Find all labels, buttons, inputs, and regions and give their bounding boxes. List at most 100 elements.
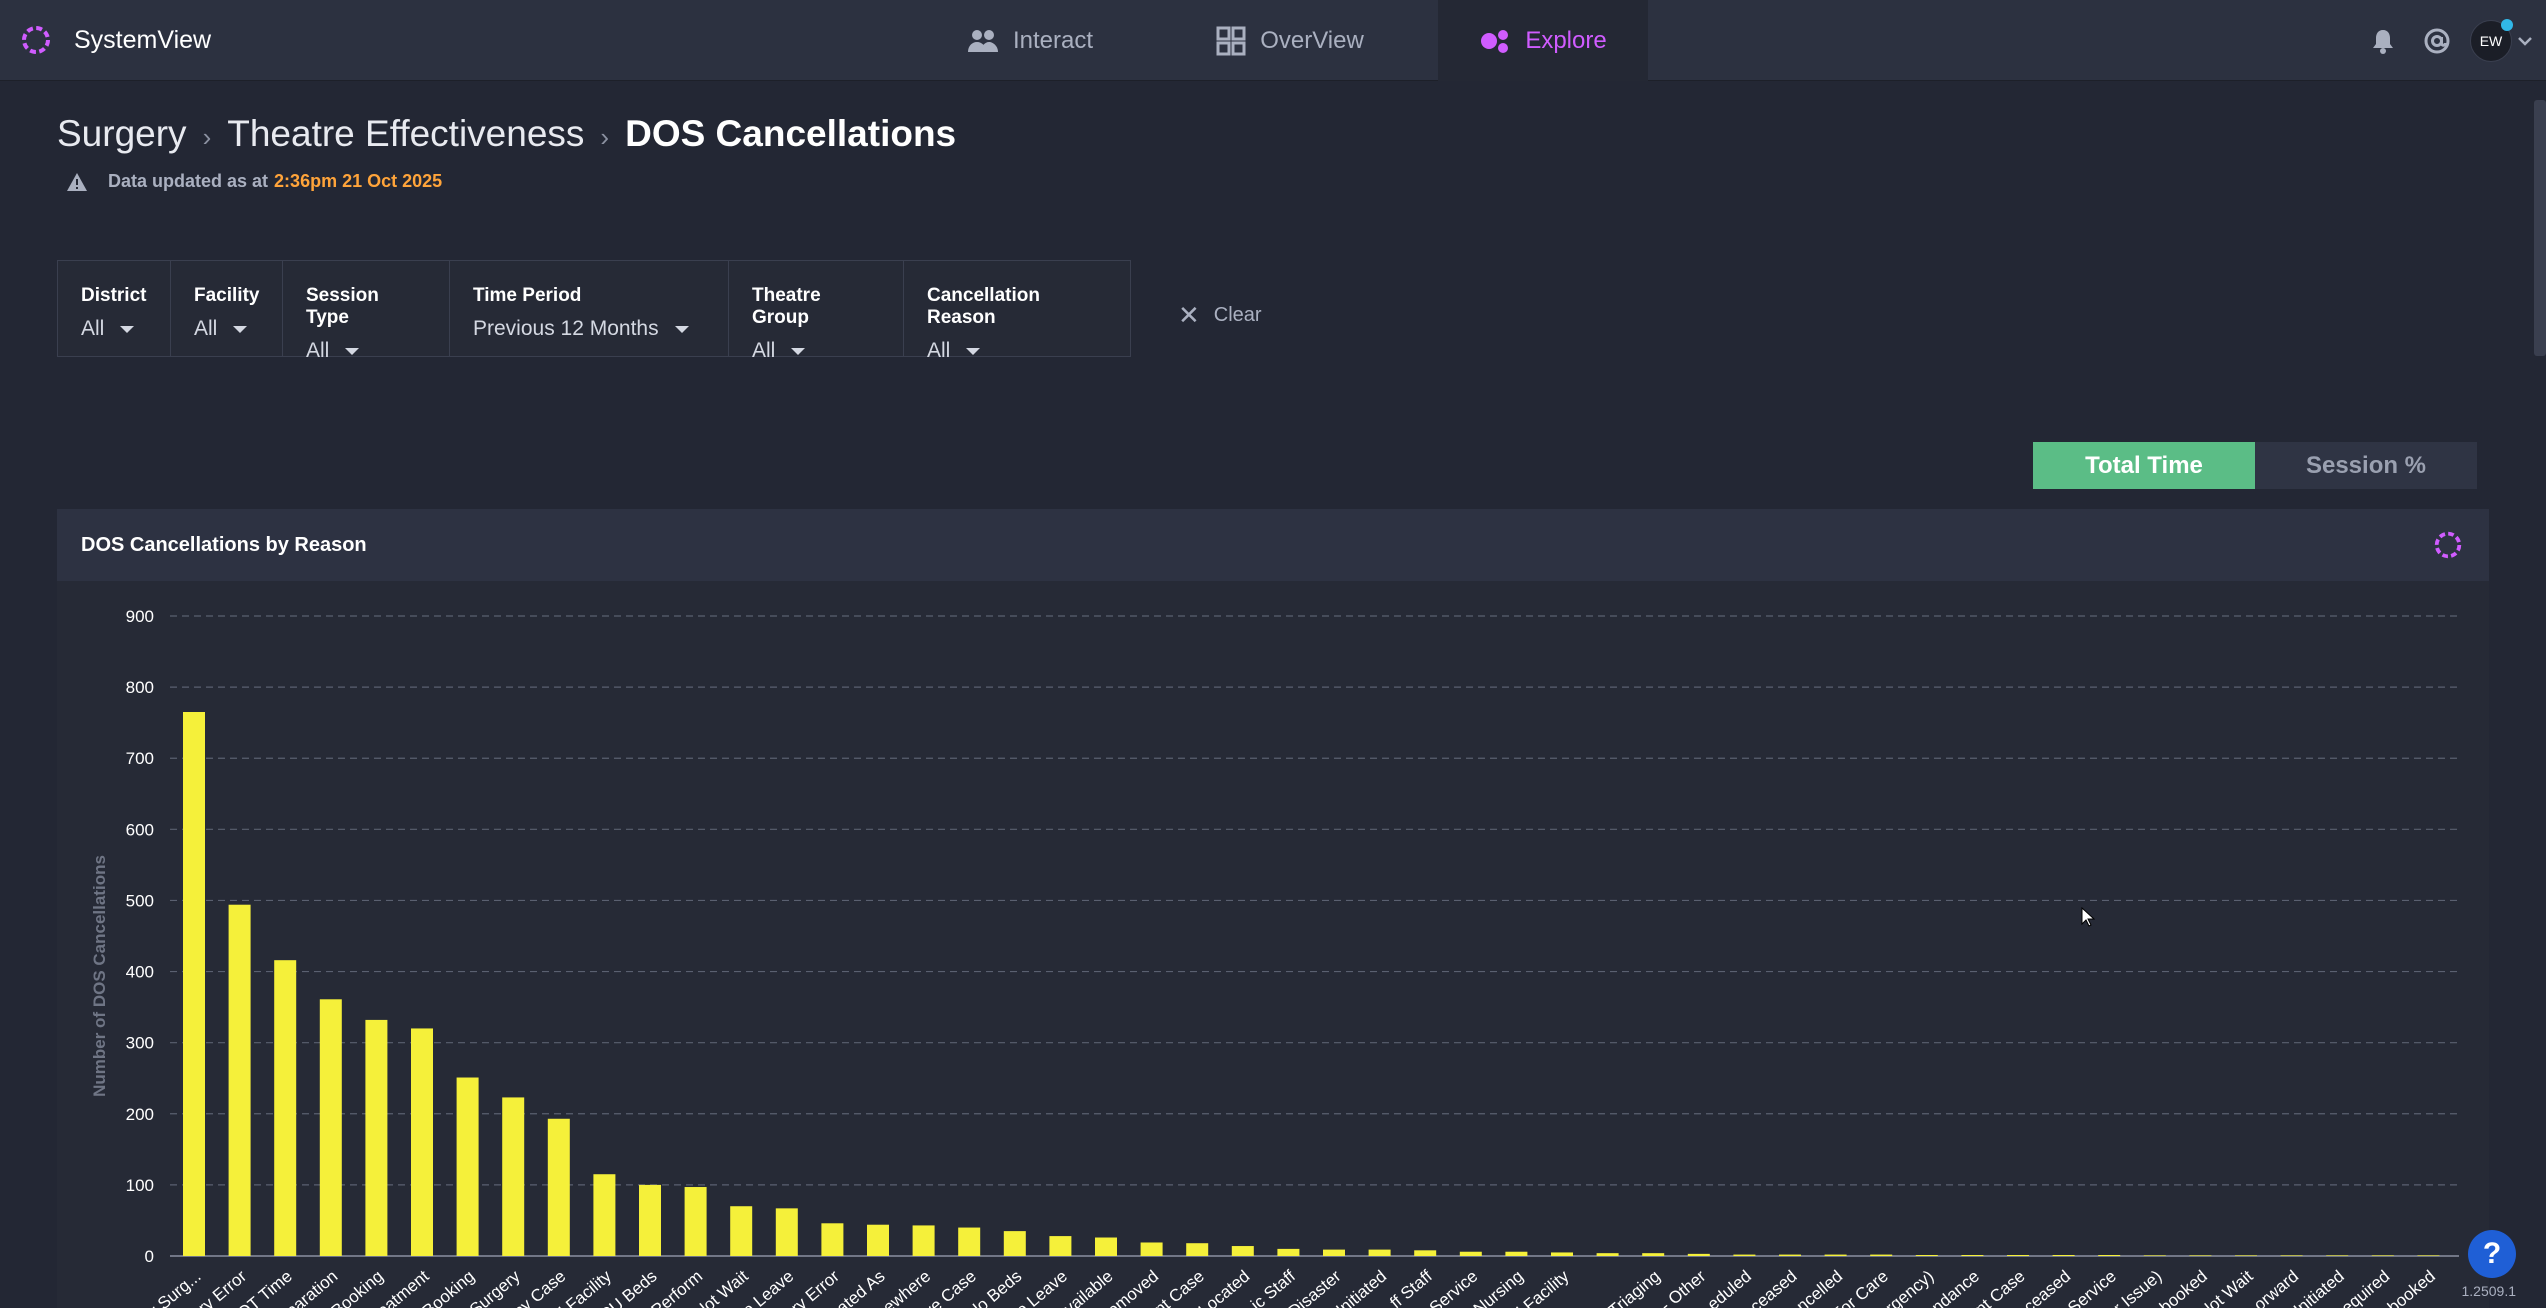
bar bbox=[1323, 1249, 1345, 1256]
bar bbox=[2417, 1255, 2440, 1256]
filter-label: Facility bbox=[194, 285, 260, 306]
y-tick-label: 200 bbox=[126, 1105, 154, 1124]
updated-timestamp: 2:36pm 21 Oct 2025 bbox=[274, 171, 443, 191]
filter-cancellation-reason[interactable]: Cancellation Reason All bbox=[904, 261, 1130, 362]
chevron-down-icon bbox=[2518, 36, 2532, 46]
data-updated-notice: Data updated as at 2:36pm 21 Oct 2025 bbox=[66, 171, 442, 192]
y-tick-label: 800 bbox=[126, 678, 154, 697]
bar bbox=[593, 1174, 616, 1256]
nav-right-actions: EW bbox=[2356, 0, 2546, 81]
bar bbox=[821, 1223, 844, 1256]
bar bbox=[2371, 1255, 2394, 1256]
bar bbox=[1049, 1236, 1072, 1256]
bar bbox=[2052, 1255, 2075, 1256]
bar bbox=[547, 1118, 570, 1256]
bar bbox=[2143, 1255, 2166, 1256]
breadcrumb-surgery[interactable]: Surgery bbox=[57, 113, 187, 154]
notifications-button[interactable] bbox=[2356, 0, 2410, 81]
y-tick-label: 600 bbox=[126, 820, 154, 839]
bar bbox=[1459, 1251, 1482, 1256]
bar bbox=[1870, 1254, 1893, 1256]
filter-session-type[interactable]: Session Type All bbox=[283, 261, 450, 362]
y-tick-label: 300 bbox=[126, 1034, 154, 1053]
explore-icon bbox=[1481, 29, 1509, 53]
x-tick-label: Triaging bbox=[1605, 1267, 1664, 1308]
clear-label: Clear bbox=[1213, 304, 1262, 326]
filter-theatre-group[interactable]: Theatre Group All bbox=[729, 261, 904, 362]
filter-district[interactable]: District All bbox=[58, 261, 171, 356]
y-tick-label: 0 bbox=[145, 1247, 154, 1266]
bar bbox=[365, 1019, 388, 1256]
y-tick-label: 700 bbox=[126, 749, 154, 768]
bar bbox=[2280, 1255, 2303, 1256]
nav-tab-label: Explore bbox=[1525, 26, 1607, 54]
y-tick-label: 400 bbox=[126, 963, 154, 982]
bar bbox=[1505, 1251, 1528, 1256]
bar bbox=[1003, 1231, 1026, 1256]
total-time-toggle[interactable]: Total Time bbox=[2033, 442, 2255, 489]
bar bbox=[456, 1077, 479, 1256]
nav-tab-explore[interactable]: Explore bbox=[1438, 0, 1648, 81]
bar bbox=[912, 1225, 935, 1256]
grid-icon bbox=[1216, 26, 1246, 55]
bar bbox=[1642, 1253, 1665, 1256]
at-sign-icon bbox=[2424, 28, 2450, 53]
breadcrumb-theatre-effectiveness[interactable]: Theatre Effectiveness bbox=[227, 113, 585, 154]
filter-value: Previous 12 Months bbox=[473, 317, 659, 340]
bar bbox=[1824, 1254, 1847, 1256]
bar bbox=[1915, 1255, 1938, 1256]
filter-value: All bbox=[194, 317, 218, 340]
clear-filters-button[interactable]: ✕ Clear bbox=[1178, 300, 1262, 331]
filter-facility[interactable]: Facility All bbox=[171, 261, 283, 356]
mouse-cursor-icon bbox=[2081, 907, 2095, 927]
bar bbox=[1140, 1242, 1163, 1256]
y-tick-label: 500 bbox=[126, 891, 154, 910]
warning-icon bbox=[67, 172, 87, 191]
filter-time-period[interactable]: Time Period Previous 12 Months bbox=[450, 261, 729, 356]
bar bbox=[183, 712, 205, 1256]
filter-value: All bbox=[81, 317, 105, 340]
bar bbox=[1779, 1254, 1801, 1256]
session-percent-toggle[interactable]: Session % bbox=[2255, 442, 2477, 489]
caret-down-icon bbox=[966, 347, 981, 355]
user-menu[interactable]: EW bbox=[2464, 0, 2546, 81]
bar bbox=[958, 1227, 981, 1256]
app-title: SystemView bbox=[74, 25, 212, 54]
x-tick-label: lot Wait bbox=[2201, 1266, 2256, 1308]
nav-tab-interact[interactable]: Interact bbox=[930, 0, 1130, 81]
bar bbox=[1368, 1249, 1391, 1256]
bar bbox=[1095, 1237, 1117, 1256]
people-icon bbox=[967, 29, 998, 52]
avatar: EW bbox=[2470, 18, 2513, 62]
bar bbox=[1733, 1254, 1756, 1256]
help-button[interactable]: ? bbox=[2468, 1230, 2516, 1278]
avatar-initials: EW bbox=[2479, 32, 2503, 49]
brand[interactable]: SystemView bbox=[18, 22, 211, 58]
filter-value: All bbox=[306, 339, 330, 362]
filter-label: District bbox=[81, 285, 147, 306]
bar bbox=[1231, 1246, 1254, 1256]
caret-down-icon bbox=[233, 325, 248, 333]
y-axis-title: Number of DOS Cancellations bbox=[90, 855, 109, 1097]
app-version: 1.2509.1 bbox=[2461, 1283, 2517, 1299]
bar bbox=[502, 1097, 525, 1256]
caret-down-icon bbox=[120, 325, 135, 333]
bar bbox=[2235, 1255, 2257, 1256]
filter-label: Session Type bbox=[306, 285, 379, 328]
breadcrumb: Surgery › Theatre Effectiveness › DOS Ca… bbox=[57, 113, 956, 155]
page-scrollbar[interactable] bbox=[2534, 100, 2546, 356]
bar bbox=[1687, 1253, 1710, 1256]
close-icon: ✕ bbox=[1178, 300, 1200, 330]
bar bbox=[319, 999, 342, 1256]
nav-tab-overview[interactable]: OverView bbox=[1190, 0, 1390, 81]
chevron-right-icon: › bbox=[202, 122, 212, 152]
chart-panel-header: DOS Cancellations by Reason bbox=[57, 509, 2489, 581]
bar bbox=[867, 1224, 889, 1256]
bar bbox=[1414, 1250, 1437, 1256]
bar bbox=[2326, 1255, 2349, 1256]
x-tick-label: Located bbox=[1195, 1267, 1254, 1308]
loading-spinner-icon bbox=[2434, 531, 2462, 559]
filter-label: Cancellation Reason bbox=[927, 285, 1040, 328]
x-tick-label: Initiated bbox=[1332, 1267, 1390, 1308]
mentions-button[interactable] bbox=[2410, 0, 2464, 81]
